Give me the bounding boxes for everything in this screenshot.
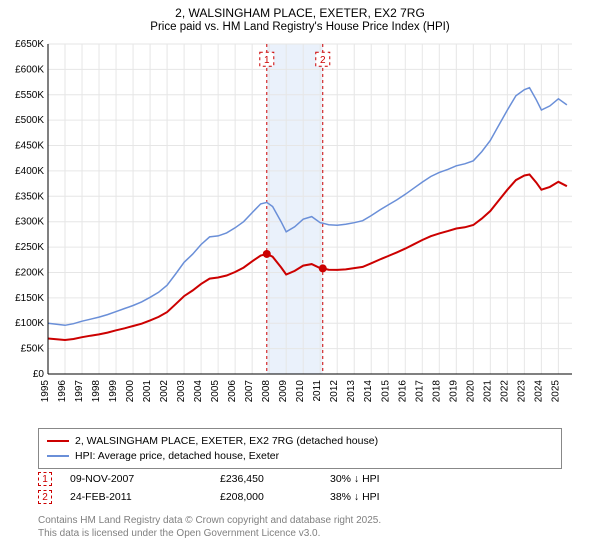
legend-swatch-1: [47, 440, 69, 442]
marker-table: 1 09-NOV-2007 £236,450 30% ↓ HPI 2 24-FE…: [38, 470, 562, 506]
y-tick-label: £600K: [15, 64, 44, 75]
x-tick-label: 1997: [74, 380, 85, 403]
x-tick-label: 1998: [91, 380, 102, 403]
y-tick-label: £250K: [15, 242, 44, 253]
marker-label-text: 2: [320, 55, 326, 66]
marker-label-text: 1: [264, 55, 270, 66]
x-tick-label: 2010: [295, 380, 306, 403]
x-tick-label: 2011: [312, 380, 323, 402]
legend-box: 2, WALSINGHAM PLACE, EXETER, EX2 7RG (de…: [38, 428, 562, 469]
legend-label-1: 2, WALSINGHAM PLACE, EXETER, EX2 7RG (de…: [75, 435, 378, 447]
attribution-block: Contains HM Land Registry data © Crown c…: [38, 514, 562, 540]
x-tick-label: 2001: [142, 380, 153, 403]
x-tick-label: 2023: [516, 380, 527, 403]
x-tick-label: 2002: [159, 380, 170, 403]
x-tick-label: 2021: [482, 380, 493, 403]
x-tick-label: 2007: [244, 380, 255, 403]
x-tick-label: 2003: [176, 380, 187, 403]
marker-delta-2: 38% ↓ HPI: [330, 491, 450, 503]
x-tick-label: 2012: [329, 380, 340, 403]
y-tick-label: £400K: [15, 166, 44, 177]
marker-box-2: 2: [38, 490, 52, 504]
x-tick-label: 2014: [363, 380, 374, 403]
title-line-1: 2, WALSINGHAM PLACE, EXETER, EX2 7RG: [0, 6, 600, 20]
x-tick-label: 2000: [125, 380, 136, 403]
x-tick-label: 2020: [465, 380, 476, 403]
x-tick-label: 2004: [193, 380, 204, 403]
legend-label-2: HPI: Average price, detached house, Exet…: [75, 450, 279, 462]
y-tick-label: £500K: [15, 115, 44, 126]
x-tick-label: 2019: [448, 380, 459, 403]
x-tick-label: 1996: [57, 380, 68, 403]
marker-row-2: 2 24-FEB-2011 £208,000 38% ↓ HPI: [38, 488, 562, 506]
legend-row-1: 2, WALSINGHAM PLACE, EXETER, EX2 7RG (de…: [47, 433, 553, 448]
marker-price-1: £236,450: [220, 473, 330, 485]
x-tick-label: 2025: [550, 380, 561, 403]
x-tick-label: 2005: [210, 380, 221, 403]
legend-swatch-2: [47, 455, 69, 457]
marker-box-1: 1: [38, 472, 52, 486]
chart-title-block: 2, WALSINGHAM PLACE, EXETER, EX2 7RG Pri…: [0, 0, 600, 33]
y-tick-label: £300K: [15, 217, 44, 228]
x-tick-label: 2009: [278, 380, 289, 403]
title-line-2: Price paid vs. HM Land Registry's House …: [0, 21, 600, 33]
x-tick-label: 2024: [533, 380, 544, 403]
legend-row-2: HPI: Average price, detached house, Exet…: [47, 448, 553, 463]
x-tick-label: 2008: [261, 380, 272, 403]
marker-price-2: £208,000: [220, 491, 330, 503]
chart-area: £0 £50K £100K £150K £200K £250K £300K £350K £400…: [0, 40, 600, 420]
y-tick-label: £150K: [15, 293, 44, 304]
x-tick-label: 2006: [227, 380, 238, 403]
y-tick-label: £200K: [15, 267, 44, 278]
x-tick-label: 1995: [40, 380, 51, 403]
y-tick-label: £50K: [21, 344, 45, 355]
y-tick-label: £0: [33, 369, 45, 380]
sale-marker: [319, 264, 327, 272]
x-tick-label: 2018: [431, 380, 442, 403]
marker-date-2: 24-FEB-2011: [70, 491, 220, 503]
marker-date-1: 09-NOV-2007: [70, 473, 220, 485]
attribution-line-2: This data is licensed under the Open Gov…: [38, 527, 562, 540]
y-tick-label: £100K: [15, 318, 44, 329]
x-tick-label: 2013: [346, 380, 357, 403]
y-tick-label: £350K: [15, 191, 44, 202]
y-tick-label: £550K: [15, 90, 44, 101]
event-band: [267, 44, 323, 374]
marker-delta-1: 30% ↓ HPI: [330, 473, 450, 485]
attribution-line-1: Contains HM Land Registry data © Crown c…: [38, 514, 562, 527]
sale-marker: [263, 250, 271, 258]
marker-row-1: 1 09-NOV-2007 £236,450 30% ↓ HPI: [38, 470, 562, 488]
line-chart-svg: £0 £50K £100K £150K £200K £250K £300K £350K £400…: [0, 40, 600, 420]
y-tick-label: £450K: [15, 141, 44, 152]
x-tick-label: 2017: [414, 380, 425, 403]
x-tick-label: 2015: [380, 380, 391, 403]
x-tick-label: 2016: [397, 380, 408, 403]
x-tick-label: 1999: [108, 380, 119, 403]
y-tick-label: £650K: [15, 40, 44, 50]
x-tick-label: 2022: [499, 380, 510, 403]
